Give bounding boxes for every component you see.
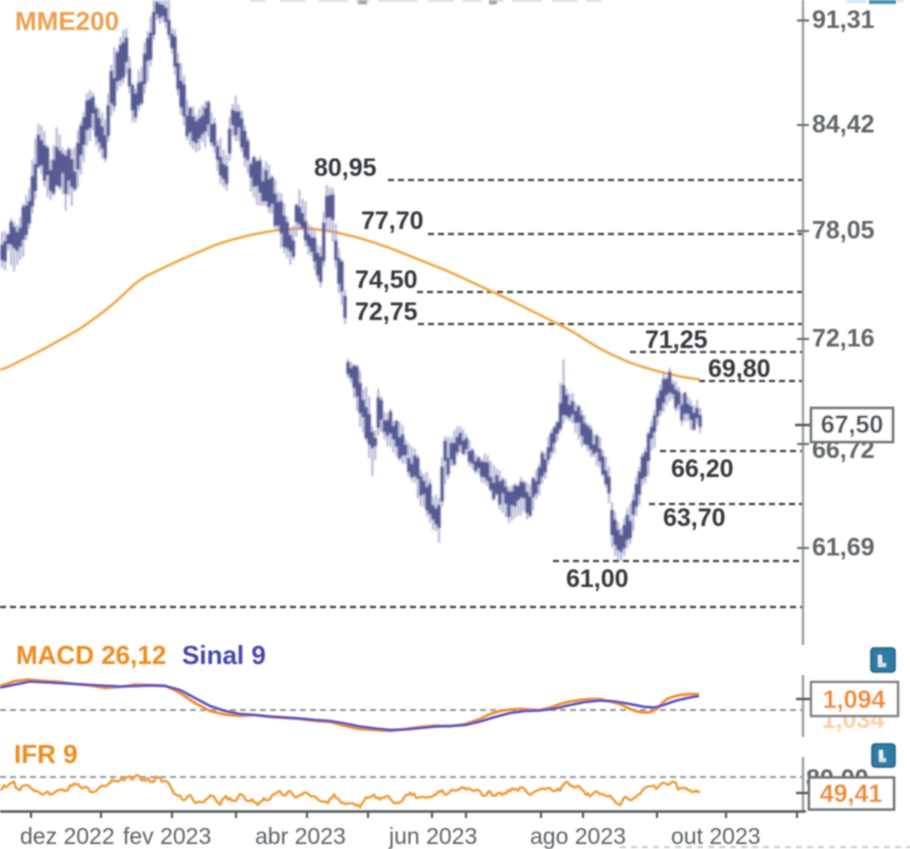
svg-text:Sinal 9: Sinal 9 xyxy=(182,640,266,670)
svg-text:63,70: 63,70 xyxy=(663,504,726,532)
svg-text:jun 2023: jun 2023 xyxy=(388,823,477,849)
svg-text:MME200: MME200 xyxy=(15,6,119,36)
svg-text:72,75: 72,75 xyxy=(355,298,418,326)
svg-text:ago 2023: ago 2023 xyxy=(530,823,626,849)
svg-text:80,95: 80,95 xyxy=(314,154,377,182)
svg-text:61,00: 61,00 xyxy=(566,565,629,593)
svg-text:72,16: 72,16 xyxy=(812,325,875,353)
svg-text:IFR 9: IFR 9 xyxy=(14,739,78,769)
svg-text:abr 2023: abr 2023 xyxy=(255,823,346,849)
svg-text:1,094: 1,094 xyxy=(823,686,886,714)
svg-text:71,25: 71,25 xyxy=(645,326,708,354)
svg-text:49,41: 49,41 xyxy=(820,780,883,808)
svg-text:out 2023: out 2023 xyxy=(671,823,761,849)
svg-text:61,69: 61,69 xyxy=(812,534,875,562)
svg-text:dez 2022: dez 2022 xyxy=(20,823,115,849)
svg-text:74,50: 74,50 xyxy=(355,266,418,294)
svg-text:91,31: 91,31 xyxy=(812,6,875,34)
svg-text:66,20: 66,20 xyxy=(671,455,734,483)
svg-text:77,70: 77,70 xyxy=(361,207,424,235)
svg-text:MACD 26,12: MACD 26,12 xyxy=(16,640,166,670)
svg-text:84,42: 84,42 xyxy=(812,111,875,139)
svg-text:78,05: 78,05 xyxy=(812,217,875,245)
svg-text:69,80: 69,80 xyxy=(708,355,771,383)
svg-text:67,50: 67,50 xyxy=(821,411,884,439)
svg-text:fev 2023: fev 2023 xyxy=(123,823,211,849)
